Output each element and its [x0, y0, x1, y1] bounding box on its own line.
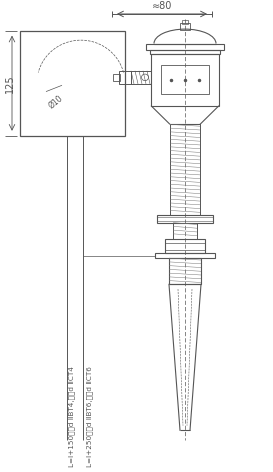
Bar	[151, 54, 219, 106]
Bar	[146, 44, 224, 50]
Text: L=l+250用于d ⅡBT6,用于d ⅡCT6: L=l+250用于d ⅡBT6,用于d ⅡCT6	[87, 366, 93, 467]
Bar	[173, 223, 197, 239]
Bar	[170, 124, 200, 215]
Bar	[131, 71, 151, 84]
Text: ≈80: ≈80	[152, 1, 172, 11]
Bar	[161, 66, 209, 94]
Text: L=l+150用于d ⅡBT4,用于d ⅡCT4: L=l+150用于d ⅡBT4,用于d ⅡCT4	[69, 366, 75, 467]
Bar	[182, 19, 188, 24]
Bar	[119, 71, 131, 84]
Bar	[155, 253, 215, 258]
Bar	[165, 239, 205, 253]
Text: 125: 125	[5, 74, 15, 93]
Text: Ø10: Ø10	[47, 93, 65, 110]
Bar	[157, 215, 213, 223]
Bar	[20, 31, 125, 135]
Bar	[180, 23, 190, 30]
Bar	[113, 74, 120, 81]
Bar	[169, 258, 201, 284]
Bar	[150, 50, 220, 54]
